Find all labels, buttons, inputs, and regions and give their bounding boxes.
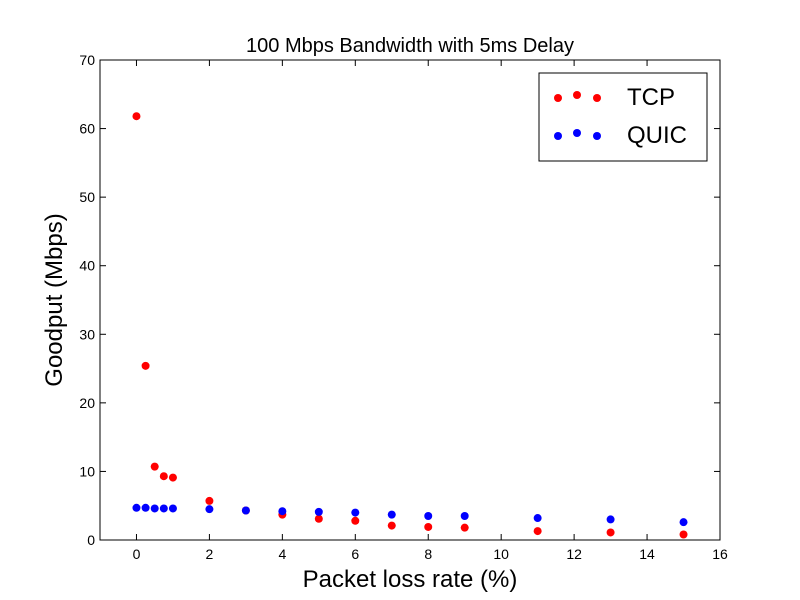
legend-marker-tcp: [573, 91, 581, 99]
data-point-tcp: [314, 514, 323, 523]
data-point-quic: [424, 512, 433, 520]
legend-label-quic: QUIC: [627, 122, 687, 149]
data-point-quic: [278, 507, 287, 516]
data-point-quic: [141, 503, 150, 512]
legend-marker-quic: [593, 132, 601, 140]
data-point-quic: [314, 507, 323, 516]
data-point-tcp: [533, 527, 542, 536]
legend: TCP QUIC: [538, 72, 708, 162]
plot-area-frame: [99, 59, 721, 541]
data-point-tcp: [205, 496, 214, 505]
y-tick-label: 20: [79, 395, 95, 411]
data-point-tcp: [141, 361, 150, 370]
data-point-quic: [679, 518, 688, 527]
x-tick-label: 12: [566, 546, 582, 562]
legend-entry-tcp: TCP: [554, 84, 675, 111]
x-tick-label: 8: [424, 546, 432, 562]
y-axis-title: Goodput (Mbps): [41, 213, 68, 386]
legend-label-tcp: TCP: [627, 84, 675, 111]
data-point-quic: [159, 504, 168, 513]
data-point-quic: [606, 515, 615, 524]
data-point-tcp: [460, 523, 469, 532]
legend-marker-tcp: [554, 94, 562, 102]
x-tick-label: 14: [639, 546, 655, 562]
x-tick-label: 6: [351, 546, 359, 562]
legend-marker-quic: [573, 129, 581, 137]
legend-marker-tcp: [593, 94, 601, 102]
y-tick-label: 0: [87, 532, 95, 548]
data-point-tcp: [132, 112, 141, 121]
legend-entry-quic: QUIC: [554, 122, 687, 149]
data-point-quic: [241, 506, 250, 515]
y-tick-label: 30: [79, 326, 95, 342]
x-tick-label: 16: [712, 546, 728, 562]
y-tick-label: 60: [79, 121, 95, 137]
data-point-tcp: [679, 530, 688, 539]
data-point-tcp: [168, 473, 177, 482]
data-point-quic: [533, 514, 542, 523]
chart-title: 100 Mbps Bandwidth with 5ms Delay: [246, 35, 574, 57]
data-points: [132, 112, 688, 539]
data-point-quic: [168, 504, 177, 513]
data-point-tcp: [351, 516, 360, 525]
x-tick-label: 4: [278, 546, 286, 562]
data-point-tcp: [159, 472, 168, 481]
data-point-quic: [205, 505, 214, 514]
x-tick-label: 10: [493, 546, 509, 562]
legend-marker-quic: [554, 132, 562, 140]
y-tick-label: 70: [79, 52, 95, 68]
legend-box: [538, 72, 708, 162]
data-point-quic: [351, 508, 360, 517]
x-axis-title: Packet loss rate (%): [303, 566, 518, 593]
x-tick-label: 0: [133, 546, 141, 562]
data-point-tcp: [387, 521, 396, 530]
data-point-quic: [460, 512, 469, 520]
y-tick-label: 10: [79, 463, 95, 479]
axis-ticks: 0 2 4 6 8 10 12 14 16 0 10 20 30 40 50 60 70: [79, 52, 728, 562]
data-point-quic: [387, 510, 396, 519]
data-point-tcp: [424, 522, 433, 531]
data-point-tcp: [606, 528, 615, 537]
series-quic: [132, 503, 688, 527]
x-tick-label: 2: [206, 546, 214, 562]
y-tick-label: 50: [79, 189, 95, 205]
y-tick-label: 40: [79, 258, 95, 274]
data-point-quic: [150, 504, 159, 513]
data-point-tcp: [150, 462, 159, 471]
data-point-quic: [132, 503, 141, 512]
